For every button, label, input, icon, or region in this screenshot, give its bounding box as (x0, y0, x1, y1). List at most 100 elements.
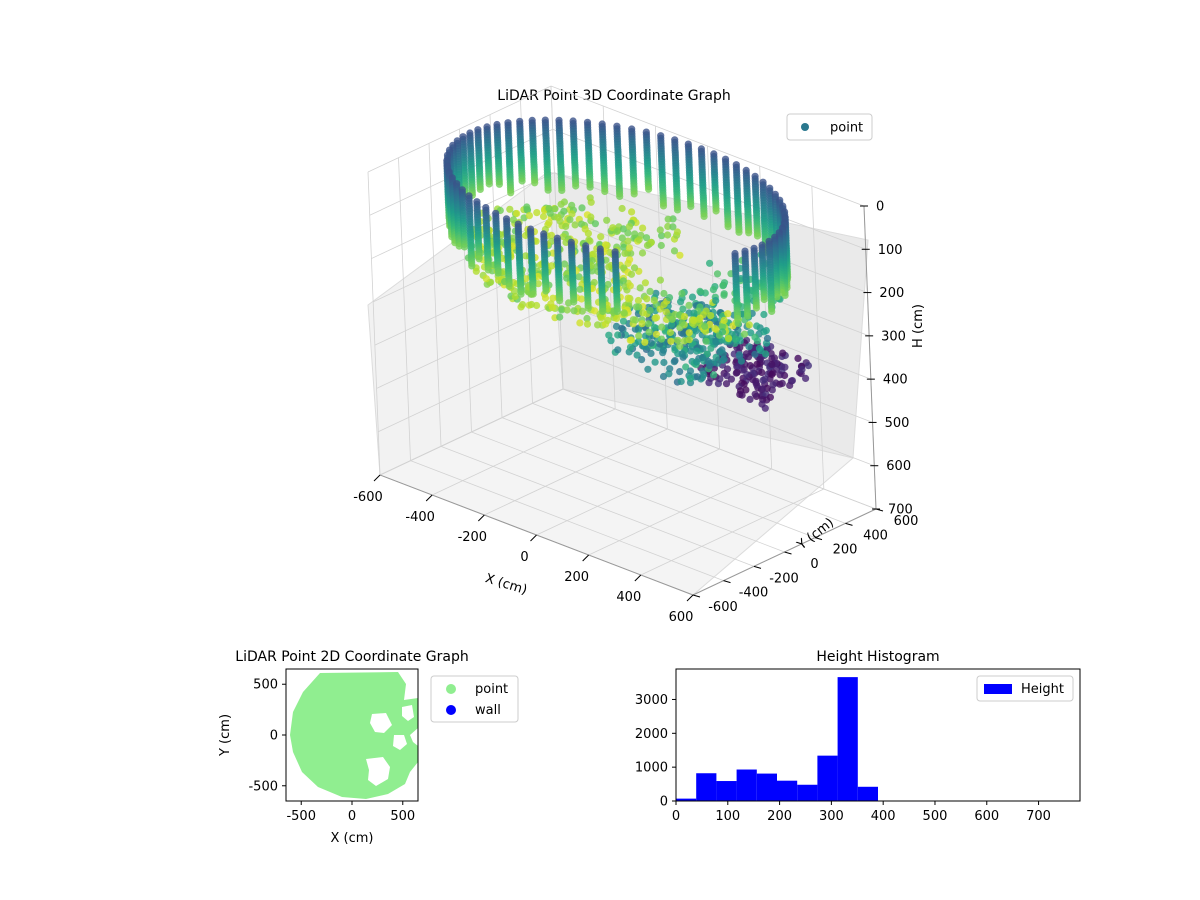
point-marker (751, 350, 759, 358)
point-marker (704, 357, 713, 366)
point-marker (576, 285, 584, 293)
point-marker (562, 238, 570, 246)
point-marker (506, 205, 514, 213)
point-marker (745, 229, 753, 237)
point-marker (720, 291, 728, 299)
point-marker (719, 282, 727, 290)
point-marker (626, 343, 635, 351)
point-marker (660, 289, 668, 298)
point-marker (513, 209, 521, 218)
point-marker (732, 369, 740, 377)
point-marker (651, 358, 659, 366)
point-marker (674, 336, 682, 344)
point-marker (618, 324, 626, 332)
point-marker (759, 376, 767, 384)
point-marker (605, 331, 613, 339)
point-marker (635, 236, 643, 244)
y-tick-label-hist: 1000 (635, 761, 668, 776)
point-marker (587, 213, 595, 221)
gap-b (393, 735, 407, 750)
point-marker (563, 306, 571, 314)
point-marker (652, 314, 661, 322)
histogram-bar (817, 755, 838, 801)
legend-2d: point wall (430, 675, 519, 723)
point-marker (664, 215, 672, 223)
point-marker (482, 275, 490, 283)
y-tick-label: 600 (894, 514, 919, 529)
point-marker (720, 355, 728, 363)
point-marker (671, 357, 679, 365)
point-marker (659, 346, 668, 354)
point-marker (588, 251, 596, 259)
point-marker (590, 278, 598, 287)
point-marker (676, 342, 684, 350)
grid-line (367, 85, 865, 207)
point-marker (776, 371, 784, 379)
x-tick-label-2d: -500 (286, 809, 316, 824)
point-marker (562, 222, 570, 230)
point-marker (460, 243, 469, 251)
point-marker (746, 362, 754, 370)
x-tick-label-hist: 500 (923, 809, 948, 824)
legend-3d-marker (801, 123, 809, 131)
point-marker (734, 314, 742, 322)
legend-hist: Height (976, 675, 1074, 702)
point-marker (734, 362, 742, 370)
z-tick-label: 200 (879, 286, 904, 301)
x-tick-label: 400 (616, 590, 641, 605)
histogram-bar (797, 784, 818, 801)
x-tick (634, 574, 642, 582)
point-marker (762, 327, 770, 335)
y-tick-label: -200 (769, 571, 799, 586)
point-marker (768, 370, 776, 378)
point-marker (626, 336, 634, 344)
point-marker (484, 266, 492, 274)
point-marker (804, 362, 813, 370)
point-marker (656, 226, 664, 234)
point-marker (525, 212, 534, 220)
point-marker (711, 325, 719, 333)
x-tick-label-2d: 0 (348, 809, 356, 824)
point-marker (604, 316, 612, 324)
histogram-bar (736, 769, 757, 801)
point-marker (696, 287, 704, 295)
point-marker (583, 320, 592, 328)
grid-line (532, 402, 846, 524)
point-marker (773, 293, 781, 301)
point-marker (494, 269, 502, 277)
point-marker (676, 324, 684, 332)
point-marker (745, 321, 753, 329)
point-marker (581, 225, 589, 233)
point-marker (544, 186, 552, 194)
point-marker (613, 307, 622, 316)
point-marker (718, 328, 727, 336)
point-marker (533, 209, 541, 217)
point-marker (646, 306, 654, 314)
point-marker (551, 205, 559, 213)
legend-3d-label: point (830, 121, 863, 136)
x-tick-label: 600 (669, 610, 694, 625)
x-tick-label: 200 (564, 570, 589, 585)
z-tick-label: 400 (883, 373, 908, 388)
chart-3d: LiDAR Point 3D Coordinate Graph -600-400… (353, 85, 926, 625)
point-marker (669, 223, 677, 231)
x-axis-label-2d: X (cm) (331, 831, 374, 846)
point-marker (707, 344, 715, 352)
z-tick-label: 600 (886, 459, 911, 474)
point-marker (693, 373, 701, 381)
point-marker (686, 367, 695, 375)
histogram-bar (777, 780, 798, 801)
point-marker (529, 290, 537, 298)
point-marker (664, 231, 672, 239)
histogram-title: Height Histogram (816, 649, 939, 665)
point-marker (658, 323, 666, 331)
point-marker (626, 282, 634, 290)
histogram-bar (857, 786, 878, 801)
y-tick-label-hist: 3000 (635, 693, 668, 708)
point-marker (638, 320, 646, 328)
point-marker (591, 220, 600, 228)
histogram-bar (676, 798, 697, 801)
point-marker (798, 365, 806, 374)
y-tick-label-2d: 500 (253, 678, 278, 693)
point-marker (747, 329, 755, 337)
